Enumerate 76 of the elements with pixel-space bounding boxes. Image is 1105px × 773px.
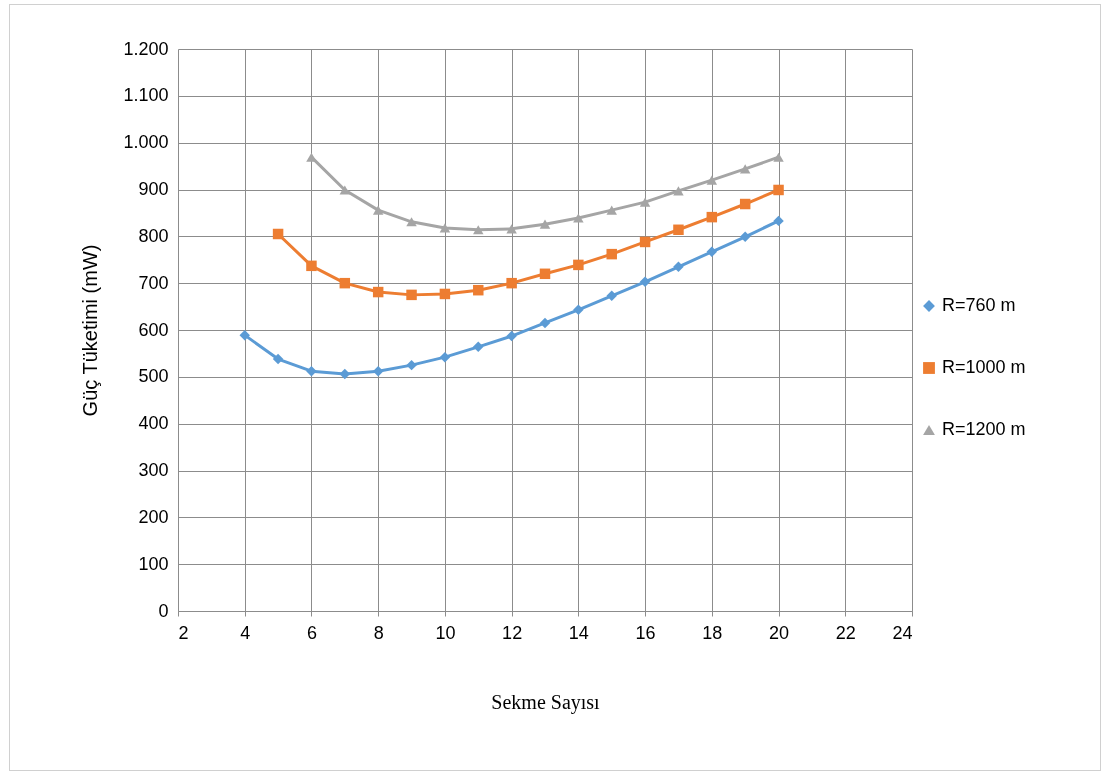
y-tick-label: 900	[138, 179, 169, 199]
point	[439, 223, 451, 233]
point	[706, 211, 718, 223]
y-tick-label: 800	[138, 225, 169, 246]
point	[406, 217, 417, 227]
y-tick-label: 100	[138, 553, 169, 574]
point	[406, 359, 417, 371]
point	[539, 268, 551, 280]
y-tick-label: 200	[138, 506, 169, 527]
point	[339, 277, 351, 289]
point	[639, 276, 651, 288]
point	[372, 205, 384, 215]
point	[473, 225, 484, 235]
point	[573, 213, 584, 223]
point	[739, 198, 751, 210]
x-tick-label: 10	[435, 622, 456, 643]
point	[439, 288, 451, 300]
x-tick-label: 22	[835, 622, 856, 643]
y-tick-label: 300	[138, 460, 169, 480]
point	[706, 246, 718, 258]
y-tick-label: 1.100	[123, 85, 169, 106]
point	[773, 215, 784, 227]
point	[773, 152, 784, 162]
point	[773, 184, 784, 196]
point	[739, 231, 751, 243]
point	[339, 185, 351, 195]
point	[272, 228, 284, 240]
point	[239, 329, 250, 341]
point	[306, 365, 317, 377]
y-tick-label: 700	[138, 272, 169, 293]
x-tick-label: 20	[769, 622, 790, 643]
x-tick-label: 4	[240, 622, 251, 643]
y-tick-label: 1.200	[123, 38, 169, 59]
y-tick-label: 600	[138, 319, 169, 340]
point	[573, 304, 584, 316]
point	[639, 197, 651, 207]
point	[306, 260, 317, 272]
point	[539, 219, 551, 229]
point	[506, 277, 517, 289]
legend-label: R=760 m	[942, 295, 1016, 315]
x-tick-label: 18	[702, 622, 723, 643]
legend-label: R=1200 m	[942, 419, 1026, 439]
point	[673, 261, 684, 273]
point	[372, 286, 384, 298]
point	[606, 290, 617, 302]
point	[406, 289, 417, 301]
point	[706, 175, 718, 185]
x-tick-label: 8	[373, 622, 384, 643]
point	[506, 330, 517, 342]
legend-label: R=1000 m	[942, 357, 1026, 377]
x-tick-label: 14	[568, 622, 589, 643]
point	[573, 259, 584, 271]
x-axis-title: Sekme Sayısı	[491, 690, 601, 714]
point	[473, 284, 484, 296]
point	[506, 224, 517, 234]
point	[673, 186, 684, 196]
point	[439, 351, 451, 363]
y-axis-title: Güç Tüketimi (mW)	[79, 244, 102, 417]
x-tick-label: 2	[178, 622, 189, 643]
point	[673, 224, 684, 236]
x-tick-label: 12	[502, 622, 523, 643]
point	[272, 353, 284, 365]
y-tick-label: 400	[138, 413, 169, 434]
point	[473, 341, 484, 353]
x-tick-label: 24	[892, 622, 913, 643]
y-tick-label: 0	[158, 600, 169, 621]
point	[739, 164, 751, 174]
point	[606, 205, 617, 215]
point	[639, 236, 651, 248]
y-tick-label: 1.000	[123, 132, 169, 153]
point	[606, 248, 617, 260]
y-tick-label: 500	[138, 366, 169, 387]
point	[372, 365, 384, 377]
point	[539, 317, 551, 329]
x-tick-label: 6	[306, 622, 317, 643]
x-tick-label: 16	[635, 622, 656, 643]
